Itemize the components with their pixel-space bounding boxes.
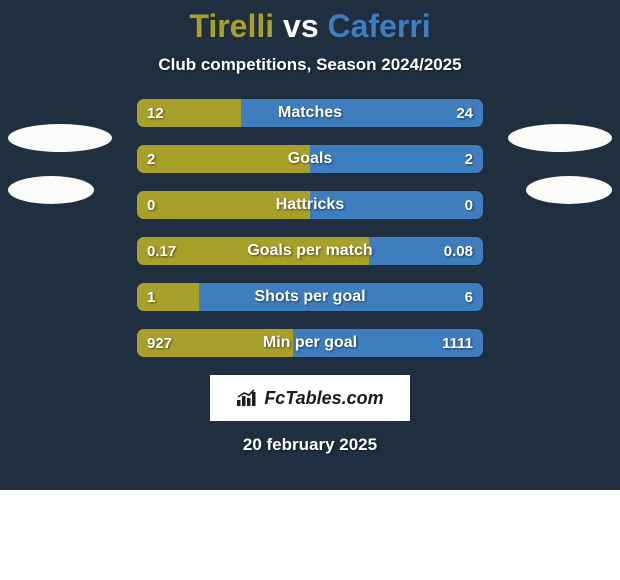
stat-value-right: 24 bbox=[456, 99, 473, 127]
stat-row: 1Shots per goal6 bbox=[137, 283, 483, 311]
subtitle: Club competitions, Season 2024/2025 bbox=[0, 55, 620, 75]
comparison-card: Tirelli vs Caferri Club competitions, Se… bbox=[0, 0, 620, 490]
player-left-name: Tirelli bbox=[189, 8, 274, 44]
stat-row: 2Goals2 bbox=[137, 145, 483, 173]
stat-row: 927Min per goal1111 bbox=[137, 329, 483, 357]
avatar-left bbox=[8, 124, 112, 152]
stat-value-right: 2 bbox=[465, 145, 473, 173]
stat-row: 0.17Goals per match0.08 bbox=[137, 237, 483, 265]
stat-row: 12Matches24 bbox=[137, 99, 483, 127]
stats-container: 12Matches24 2Goals2 0Hattricks0 0.17Goals p… bbox=[137, 99, 483, 357]
stat-value-right: 0.08 bbox=[444, 237, 473, 265]
fctables-logo: FcTables.com bbox=[210, 375, 410, 421]
date-text: 20 february 2025 bbox=[0, 435, 620, 455]
page-title: Tirelli vs Caferri bbox=[0, 8, 620, 45]
player-right-name: Caferri bbox=[328, 8, 431, 44]
avatar-right bbox=[526, 176, 612, 204]
avatar-left bbox=[8, 176, 94, 204]
stat-label: Goals per match bbox=[137, 237, 483, 265]
stat-value-right: 1111 bbox=[442, 329, 473, 357]
stat-row: 0Hattricks0 bbox=[137, 191, 483, 219]
chart-icon bbox=[236, 389, 258, 407]
stat-label: Matches bbox=[137, 99, 483, 127]
stat-value-right: 6 bbox=[465, 283, 473, 311]
avatar-right bbox=[508, 124, 612, 152]
stat-label: Goals bbox=[137, 145, 483, 173]
stat-label: Min per goal bbox=[137, 329, 483, 357]
stat-label: Shots per goal bbox=[137, 283, 483, 311]
stat-label: Hattricks bbox=[137, 191, 483, 219]
vs-text: vs bbox=[274, 8, 327, 44]
stat-value-right: 0 bbox=[465, 191, 473, 219]
logo-text: FcTables.com bbox=[264, 388, 383, 409]
